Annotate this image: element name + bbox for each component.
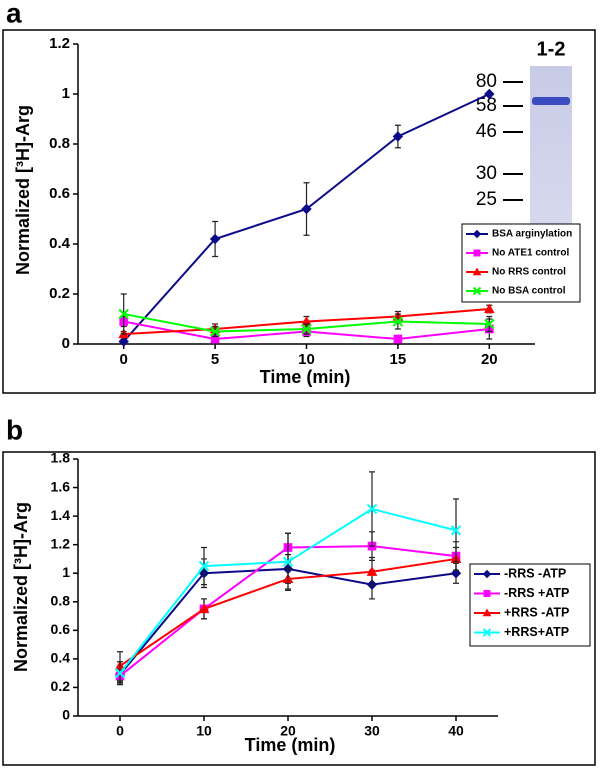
panel-letter: b — [6, 414, 23, 445]
legend-label: No RRS control — [492, 267, 566, 278]
panel-frame — [2, 29, 596, 394]
y-tick-label: 0.4 — [51, 650, 71, 666]
legend-marker — [483, 590, 491, 597]
y-tick-label: 0.6 — [49, 185, 70, 202]
marker — [118, 308, 129, 320]
marker — [450, 568, 462, 579]
gel-marker-label: 46 — [476, 121, 497, 142]
marker — [366, 503, 378, 515]
y-tick-label: 0.2 — [49, 285, 70, 302]
marker — [450, 525, 462, 536]
legend-marker — [482, 569, 492, 579]
gel-marker-label: 30 — [476, 163, 497, 184]
chart: 0 0.2 0.4 0.6 0.8 1 1.2 1.4 1.6 1.8 0 10 20 30 40 Time … — [11, 450, 591, 755]
x-tick-label: 20 — [481, 351, 498, 368]
x-tick-label: 30 — [364, 723, 380, 739]
y-tick-label: 0.8 — [49, 135, 70, 152]
y-tick-label: 0 — [62, 707, 70, 723]
x-tick-label: 15 — [390, 351, 407, 368]
gel-lane — [530, 66, 572, 230]
x-tick-label: 0 — [120, 351, 128, 368]
legend-marker — [472, 229, 482, 239]
y-tick-label: 1.6 — [51, 478, 71, 494]
marker — [118, 336, 129, 347]
gel-markers: 80 58 46 30 25 — [476, 71, 523, 210]
legend-label: No BSA control — [492, 286, 566, 297]
marker — [198, 560, 210, 572]
marker — [282, 556, 294, 568]
y-tick-label: 1.2 — [51, 535, 71, 551]
x-axis-label: Time (min) — [245, 735, 336, 755]
marker — [393, 334, 403, 344]
y-tick-label: 1 — [62, 85, 70, 102]
marker — [483, 303, 495, 314]
y-tick-label: 0 — [62, 335, 70, 352]
legend-marker — [482, 608, 492, 617]
marker — [198, 603, 210, 614]
legend-box — [461, 223, 581, 303]
legend-marker — [473, 249, 481, 257]
x-tick-label: 40 — [448, 723, 464, 739]
gel-marker-label: 80 — [476, 71, 497, 92]
x-tick-label: 20 — [280, 723, 296, 739]
marker — [366, 566, 378, 576]
y-tick-label: 1.8 — [51, 450, 71, 466]
marker — [301, 323, 312, 335]
y-axis-label: Normalized [³H]-Arg — [13, 105, 33, 275]
y-tick-label: 1.4 — [51, 507, 71, 523]
legend-marker — [472, 286, 482, 296]
legend-marker — [482, 628, 492, 637]
legend-label: +RRS+ATP — [504, 625, 569, 639]
y-axis-label: Normalized [³H]-Arg — [11, 502, 31, 672]
x-tick-label: 10 — [196, 723, 212, 739]
gel-band — [532, 97, 570, 105]
y-tick-label: 0.6 — [51, 621, 71, 637]
marker — [114, 667, 126, 679]
marker — [301, 203, 312, 215]
legend-label: No ATE1 control — [492, 248, 569, 259]
gel-marker-label: 58 — [476, 95, 497, 116]
marker — [484, 318, 495, 330]
marker — [392, 131, 404, 142]
marker — [209, 326, 221, 337]
gel-marker-label: 25 — [476, 189, 497, 210]
x-tick-label: 5 — [211, 351, 219, 368]
x-tick-label: 0 — [116, 723, 124, 739]
marker — [209, 233, 221, 245]
gel-lane-label: 1-2 — [537, 38, 566, 60]
y-tick-label: 0.2 — [51, 678, 71, 694]
x-tick-label: 10 — [298, 351, 315, 368]
y-tick-label: 0.4 — [49, 235, 71, 252]
legend-label: BSA arginylation — [492, 229, 572, 240]
y-tick-label: 1.2 — [49, 35, 70, 52]
legend-label: -RRS -ATP — [504, 566, 566, 580]
marker — [392, 316, 404, 327]
chart: 0 0.2 0.4 0.6 0.8 1 1.2 0 5 10 15 20 Time (min) Norma… — [13, 35, 581, 387]
panel-frame — [2, 451, 596, 766]
panel-letter: a — [6, 0, 22, 28]
marker — [484, 88, 495, 100]
x-axis-label: Time (min) — [260, 367, 351, 387]
y-tick-label: 0.8 — [51, 592, 71, 608]
legend-marker — [472, 267, 482, 276]
legend-label: +RRS -ATP — [504, 605, 569, 619]
legend-label: -RRS +ATP — [504, 586, 569, 600]
y-tick-label: 1 — [62, 564, 70, 580]
